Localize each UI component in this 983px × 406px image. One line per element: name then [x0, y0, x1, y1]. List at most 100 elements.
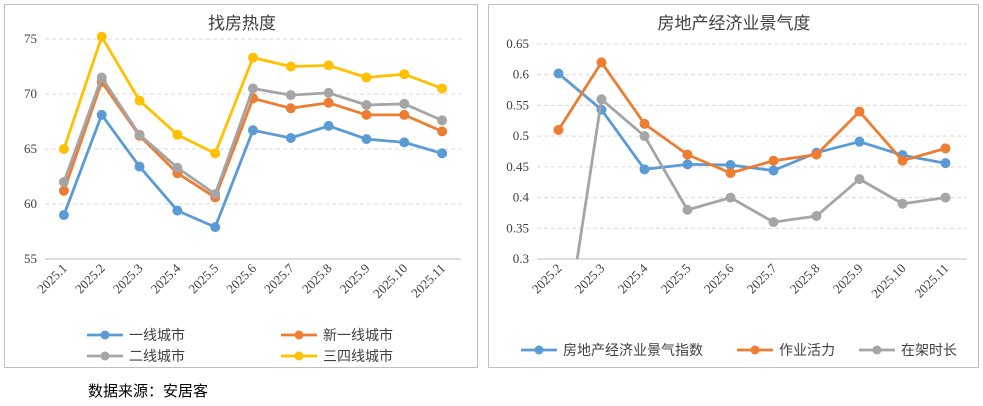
right-chart-series-2-point: [811, 149, 822, 160]
right-chart-series-1-point: [553, 68, 564, 79]
left-chart-x-tick-label: 2025.10: [370, 261, 410, 301]
right-chart-series-2-point: [553, 125, 564, 135]
left-chart-x-tick-label: 2025.6: [223, 260, 259, 296]
right-chart-series-3-point: [725, 192, 736, 203]
left-chart-y-tick-label: 70: [24, 86, 37, 101]
right-chart-series-2-point: [768, 155, 779, 166]
left-chart-series-4-point: [323, 60, 334, 71]
left-chart-series-2-point: [285, 103, 296, 114]
left-chart-series-4-point: [399, 69, 410, 80]
left-chart-series-4-point: [248, 52, 258, 63]
left-chart-series-2-point: [437, 126, 448, 137]
left-chart-series-2-point: [361, 109, 372, 120]
left-chart-series-4-point: [134, 95, 145, 106]
left-chart-x-tick-label: 2025.7: [261, 260, 297, 296]
right-chart-x-tick-label: 2025.11: [911, 261, 951, 301]
left-chart-series-3-point: [361, 100, 372, 110]
left-chart-series-2-point: [323, 97, 334, 108]
left-chart-series-3-point: [323, 87, 334, 98]
left-chart-series-1-point: [210, 222, 221, 233]
right-chart-x-tick-label: 2025.5: [658, 261, 694, 297]
right-chart-y-tick-label: 0.55: [506, 97, 529, 112]
left-chart-series-3-point: [437, 115, 448, 126]
left-chart-legend-label: 一线城市: [129, 327, 185, 344]
left-chart-series-1-point: [96, 109, 107, 120]
left-chart-series-1-point: [172, 205, 183, 216]
left-chart-title: 找房热度: [208, 14, 276, 34]
left-chart-series-3-point: [285, 90, 296, 101]
right-chart-x-tick-label: 2025.3: [572, 261, 608, 297]
left-chart-x-tick-label: 2025.11: [408, 261, 448, 301]
left-chart-legend-swatch-marker: [294, 330, 304, 340]
right-chart-series-3-point: [596, 94, 607, 105]
right-chart-series-line-1: [557, 72, 946, 172]
right-chart-series-2-point: [596, 57, 607, 68]
left-chart-series-1-point: [399, 137, 410, 148]
left-chart-series-1-point: [361, 134, 372, 145]
left-chart-series-4-point: [361, 72, 372, 83]
right-chart-series-3-point: [768, 217, 779, 228]
right-chart-y-tick-label: 0.5: [513, 128, 529, 143]
left-chart-y-tick-label: 55: [24, 251, 37, 266]
right-chart-y-tick-label: 0.35: [506, 220, 529, 235]
right-chart-series-1-point: [639, 164, 650, 175]
left-chart-x-tick-label: 2025.4: [148, 260, 184, 296]
left-chart-series-3-point: [399, 98, 410, 109]
right-chart-y-tick-label: 0.45: [506, 159, 529, 174]
right-chart-x-tick-label: 2025.6: [701, 260, 737, 296]
right-chart-legend-label: 作业活力: [779, 343, 835, 359]
right-chart-legend-swatch-marker: [534, 345, 544, 355]
left-chart-series-3-point: [96, 72, 107, 83]
right-chart-series-2-point: [897, 155, 908, 166]
right-chart-series-2-point: [682, 149, 693, 160]
left-chart-series-4-point: [437, 83, 448, 94]
right-chart-legend-swatch-marker: [750, 345, 760, 355]
right-chart-y-tick-label: 0.6: [513, 67, 530, 82]
right-chart-y-tick-label: 0.65: [506, 36, 529, 51]
left-chart-series-4-point: [210, 148, 221, 159]
left-chart-legend-label: 三四线城市: [323, 348, 393, 365]
right-chart-series-2-point: [940, 143, 951, 154]
right-chart-legend-label: 房地产经济业景气指数: [563, 343, 703, 359]
right-chart-series-group: [553, 57, 951, 259]
right-chart-legend-label: 在架时长: [901, 343, 957, 359]
right-chart-y-tick-label: 0.3: [513, 251, 529, 266]
left-chart-series-4-point: [285, 61, 296, 72]
left-chart-series-1-point: [323, 120, 334, 131]
right-chart-series-3-point: [854, 174, 865, 185]
right-chart-series-3-point: [897, 198, 908, 209]
right-chart-x-tick-label: 2025.10: [868, 261, 908, 301]
left-chart-series-1-point: [437, 148, 448, 159]
right-chart-x-tick-label: 2025.4: [615, 260, 651, 296]
right-chart-series-2-point: [854, 106, 865, 117]
left-chart-legend-swatch-marker: [100, 330, 110, 340]
right-chart-series-1-point: [854, 136, 865, 147]
left-chart-series-3-point: [58, 177, 69, 187]
right-chart-svg: 房地产经济业景气度 0.3 0.35 0.4 0.45 0.5 0.55 0.6 0.65 202…: [506, 14, 967, 359]
left-chart-series-3-point: [134, 129, 145, 140]
left-chart-x-tick-label: 2025.5: [185, 261, 221, 297]
right-chart-y-tick-label: 0.4: [513, 190, 530, 205]
left-chart-panel: 找房热度 55 60 65 70 75 2025.1 2025.2 2025.3 2025.4 20…: [4, 4, 478, 368]
left-chart-x-tick-label: 2025.9: [337, 261, 373, 297]
left-chart-legend-label: 二线城市: [129, 348, 185, 365]
left-chart-series-1-point: [285, 133, 296, 143]
left-chart-x-tick-label: 2025.8: [299, 261, 335, 297]
left-chart-legend-swatch-marker: [294, 351, 304, 361]
left-chart-series-4-point: [172, 129, 183, 140]
right-chart-x-tick-label: 2025.7: [744, 260, 780, 296]
right-chart-x-tick-label: 2025.9: [830, 261, 866, 297]
right-chart-series-line-3: [575, 97, 946, 259]
left-chart-series-3-point: [172, 162, 183, 173]
left-chart-x-tick-label: 2025.1: [34, 261, 70, 297]
left-chart-series-1-point: [248, 125, 258, 136]
right-chart-series-3-point: [682, 204, 693, 215]
left-chart-series-group: [58, 31, 448, 233]
right-chart-series-3-point: [940, 192, 951, 203]
left-chart-legend-swatch-marker: [100, 351, 110, 361]
right-chart-series-1-point: [940, 158, 951, 169]
left-chart-y-tick-label: 75: [24, 31, 37, 46]
right-chart-legend-swatch-marker: [872, 345, 882, 355]
right-chart-panel: 房地产经济业景气度 0.3 0.35 0.4 0.45 0.5 0.55 0.6 0.65 202…: [488, 4, 979, 368]
